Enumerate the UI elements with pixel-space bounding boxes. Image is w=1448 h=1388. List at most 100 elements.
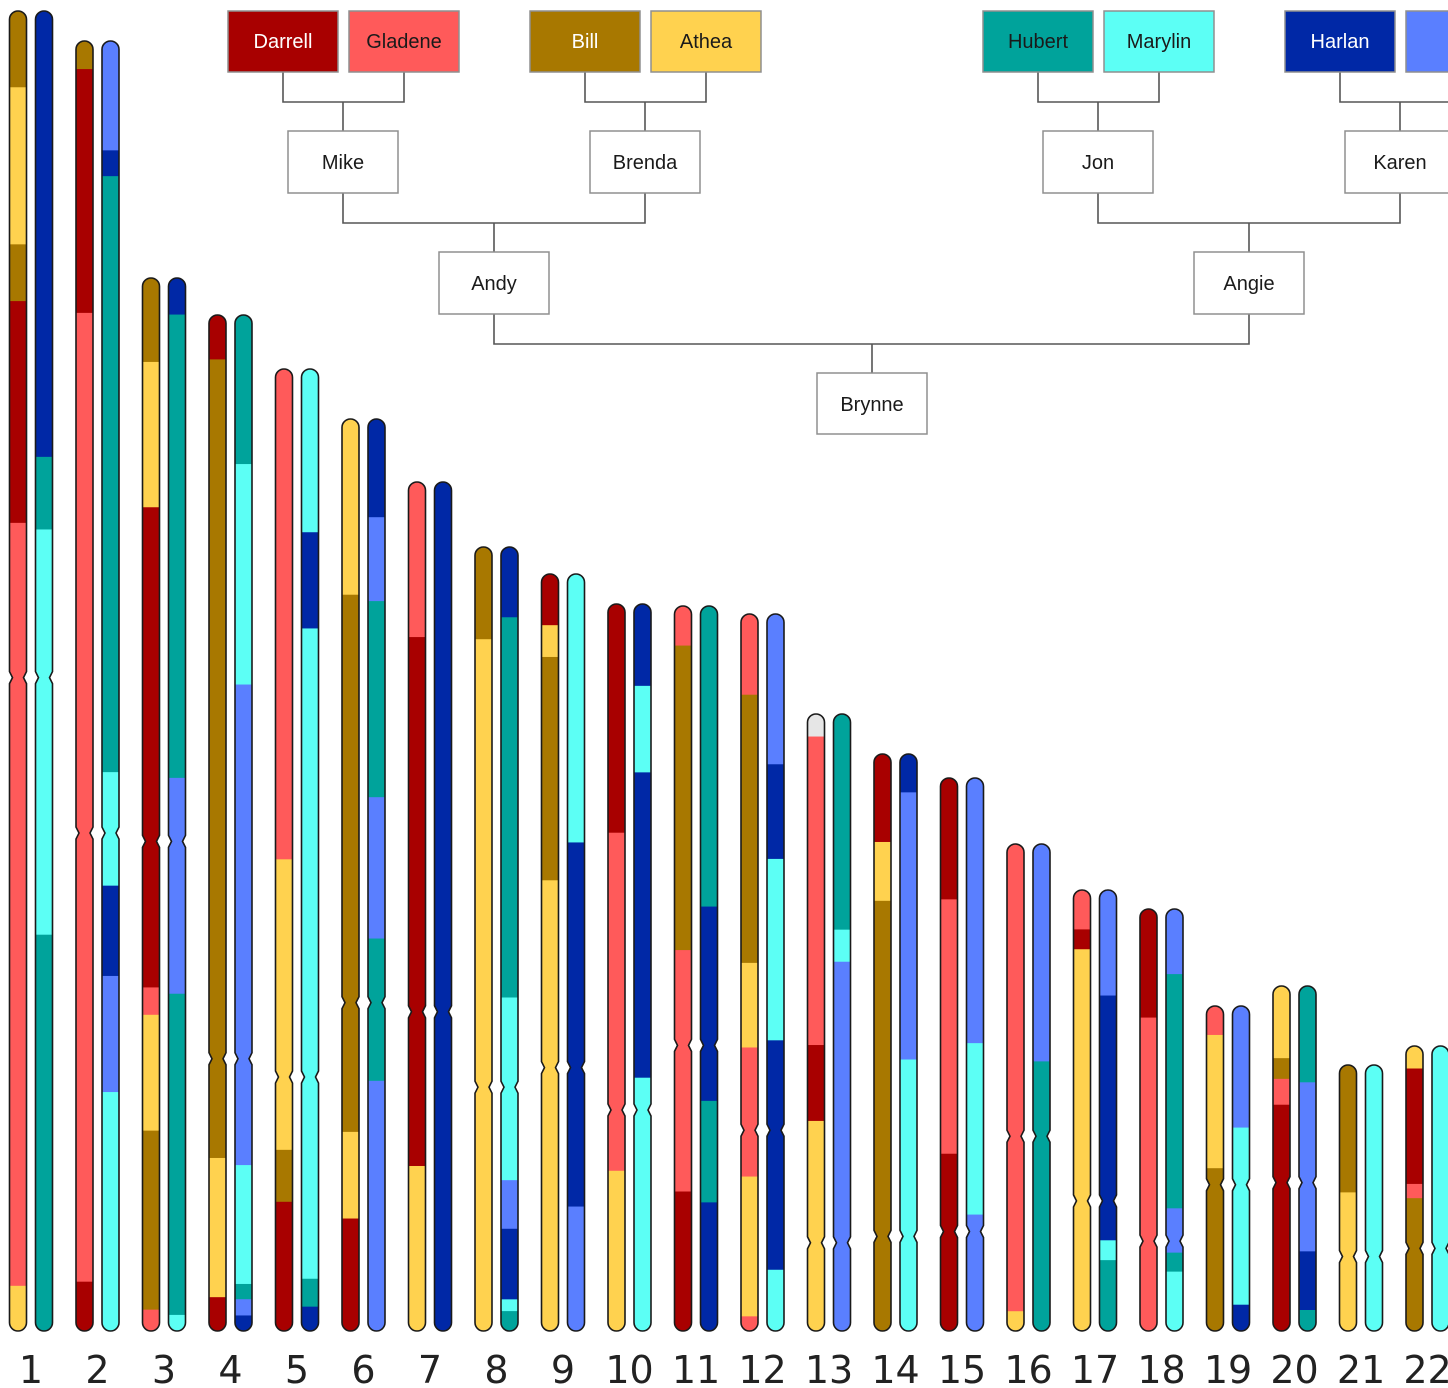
- person-box-gladene[interactable]: Gladene: [348, 10, 460, 73]
- segment-hubert: [368, 601, 385, 798]
- chromosome-18-maternal[interactable]: [1165, 908, 1184, 1332]
- segment-gladene: [674, 606, 692, 647]
- segments: [76, 41, 93, 1331]
- person-box-harlan[interactable]: Harlan: [1284, 10, 1396, 73]
- chromosome-10-maternal[interactable]: [633, 603, 652, 1332]
- chromosome-18-paternal[interactable]: [1139, 908, 1158, 1332]
- person-box-brynne[interactable]: Brynne: [816, 372, 928, 435]
- segment-harlan-partner: [833, 961, 851, 1331]
- segment-gladene: [1273, 1078, 1290, 1106]
- chromosome-4-paternal[interactable]: [208, 314, 227, 1332]
- chromosome-4-maternal[interactable]: [234, 314, 253, 1332]
- chromosome-16-paternal[interactable]: [1006, 843, 1025, 1332]
- segment-harlan: [501, 1228, 518, 1300]
- chromosome-22-paternal[interactable]: [1405, 1045, 1424, 1332]
- chromosome-label-21: 21: [1337, 1348, 1385, 1388]
- chromosome-10-paternal[interactable]: [607, 603, 626, 1332]
- person-name-brenda: Brenda: [613, 152, 678, 174]
- segment-gladene: [741, 614, 758, 696]
- segment-darrell: [807, 1045, 825, 1122]
- chromosome-9-maternal[interactable]: [566, 573, 586, 1332]
- chromosome-outline: [766, 613, 785, 1332]
- segments: [408, 482, 426, 1331]
- chromosome-12-paternal[interactable]: [740, 613, 759, 1332]
- chromosome-5-paternal[interactable]: [274, 368, 294, 1332]
- chromosome-3-maternal[interactable]: [167, 277, 187, 1332]
- chromosome-19-paternal[interactable]: [1205, 1005, 1225, 1332]
- segment-marylin: [1432, 1046, 1448, 1331]
- chromosome-outline: [367, 418, 386, 1332]
- segments: [368, 419, 385, 1331]
- segments: [966, 778, 984, 1331]
- chromosome-21-paternal[interactable]: [1338, 1064, 1358, 1332]
- chromosome-12-maternal[interactable]: [766, 613, 785, 1332]
- person-box-marylin[interactable]: Marylin: [1103, 10, 1215, 73]
- segment-hubert: [168, 993, 186, 1316]
- person-name-gladene: Gladene: [366, 31, 442, 53]
- person-box-karen[interactable]: Karen: [1344, 130, 1448, 194]
- segments: [1140, 909, 1157, 1331]
- chromosome-5-maternal[interactable]: [300, 368, 320, 1332]
- chromosome-6-maternal[interactable]: [367, 418, 386, 1332]
- chromosome-14-maternal[interactable]: [899, 753, 918, 1332]
- segment-bill: [142, 278, 160, 363]
- segment-harlan-partner: [966, 778, 984, 1044]
- segment-darrell: [342, 1218, 359, 1331]
- person-box-darrell[interactable]: Darrell: [227, 10, 339, 73]
- segment-harlan-partner: [368, 1080, 385, 1331]
- person-box-bill[interactable]: Bill: [529, 10, 641, 73]
- segment-darrell: [9, 301, 27, 524]
- person-box-hubert[interactable]: Hubert: [982, 10, 1094, 73]
- chromosome-19-maternal[interactable]: [1231, 1005, 1251, 1332]
- chromosome-8-paternal[interactable]: [474, 546, 493, 1332]
- chromosome-15-paternal[interactable]: [939, 777, 959, 1332]
- segment-hubert: [1033, 1061, 1050, 1331]
- chromosome-17-paternal[interactable]: [1072, 889, 1092, 1332]
- person-box-brenda[interactable]: Brenda: [589, 130, 701, 194]
- chromosome-11-paternal[interactable]: [673, 605, 693, 1332]
- segment-bill: [1206, 1168, 1224, 1331]
- chromosome-3-paternal[interactable]: [141, 277, 161, 1332]
- chromosome-1-maternal[interactable]: [34, 10, 54, 1332]
- segment-gladene: [1406, 1183, 1423, 1199]
- person-box-athea[interactable]: Athea: [650, 10, 762, 73]
- person-box-andy[interactable]: Andy: [438, 251, 550, 315]
- chromosome-17-maternal[interactable]: [1098, 889, 1118, 1332]
- chromosome-outline: [566, 573, 586, 1332]
- chromosome-7-maternal[interactable]: [433, 481, 453, 1332]
- segment-harlan: [767, 1040, 784, 1271]
- person-name-mike: Mike: [322, 152, 364, 174]
- chromosome-7-paternal[interactable]: [407, 481, 427, 1332]
- segment-athea: [1273, 986, 1290, 1059]
- chromosome-22-maternal[interactable]: [1431, 1045, 1448, 1332]
- segment-gladene: [76, 312, 93, 1283]
- chromosome-6-paternal[interactable]: [341, 418, 360, 1332]
- chromosome-2-paternal[interactable]: [75, 40, 94, 1332]
- chromosome-9-paternal[interactable]: [540, 573, 560, 1332]
- chromosome-1-paternal[interactable]: [8, 10, 28, 1332]
- chromosome-15-maternal[interactable]: [965, 777, 985, 1332]
- segment-harlan: [35, 11, 53, 458]
- chromosome-20-paternal[interactable]: [1272, 985, 1291, 1332]
- chromosome-20-maternal[interactable]: [1298, 985, 1317, 1332]
- segments: [209, 315, 226, 1331]
- segment-hubert: [168, 314, 186, 779]
- chromosome-label-10: 10: [605, 1348, 653, 1388]
- person-box-mike[interactable]: Mike: [287, 130, 399, 194]
- person-box-harlan-partner[interactable]: [1405, 10, 1448, 73]
- chromosome-16-maternal[interactable]: [1032, 843, 1051, 1332]
- person-box-angie[interactable]: Angie: [1193, 251, 1305, 315]
- chromosome-8-maternal[interactable]: [500, 546, 519, 1332]
- chromosome-13-maternal[interactable]: [832, 713, 852, 1332]
- person-box-jon[interactable]: Jon: [1042, 130, 1154, 194]
- segment-athea: [408, 1165, 426, 1331]
- chromosome-pair-7: 7: [407, 481, 453, 1388]
- chromosome-21-maternal[interactable]: [1364, 1064, 1384, 1332]
- chromosome-2-maternal[interactable]: [101, 40, 120, 1332]
- chromosome-11-maternal[interactable]: [699, 605, 719, 1332]
- person-box-andy-bg: [438, 251, 550, 315]
- chromosome-outline: [1072, 889, 1092, 1332]
- chromosome-13-paternal[interactable]: [806, 713, 826, 1332]
- chromosome-14-paternal[interactable]: [873, 753, 892, 1332]
- segments: [874, 754, 891, 1331]
